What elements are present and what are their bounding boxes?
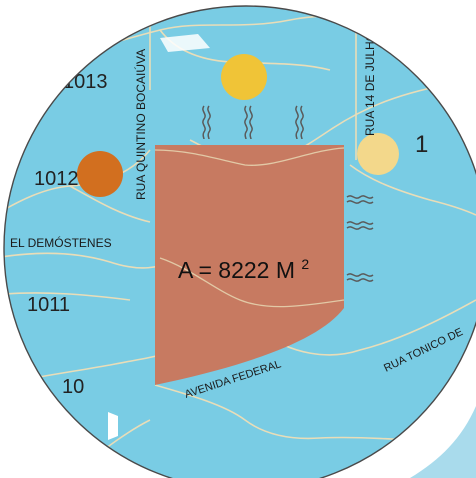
site-marker-number: 1 bbox=[415, 131, 428, 158]
heat-wave-icon bbox=[202, 105, 206, 140]
sun-east-icon bbox=[357, 133, 399, 175]
plot-area-value: A = 8222 M bbox=[178, 257, 295, 283]
heat-wave-icon bbox=[295, 105, 299, 140]
plot-area-label: A = 8222 M 2 bbox=[178, 256, 309, 283]
heat-wave-icon bbox=[207, 105, 211, 140]
parcel-number-1010: 10 bbox=[62, 376, 84, 398]
road-line bbox=[349, 164, 476, 216]
paper-fragment bbox=[160, 34, 210, 52]
wind-wave-icon bbox=[346, 221, 374, 225]
magnifier-lens-border bbox=[3, 5, 476, 478]
wind-wave-icon bbox=[346, 273, 374, 277]
road-line bbox=[4, 292, 131, 301]
parcel-number-1012: 1012 bbox=[34, 168, 79, 190]
wind-wave-icons bbox=[346, 195, 374, 282]
heat-wave-icon bbox=[300, 105, 304, 140]
wind-wave-icon bbox=[346, 226, 374, 230]
road-line bbox=[69, 185, 151, 223]
sun-west-icon bbox=[77, 151, 123, 197]
plot-area-exponent: 2 bbox=[301, 256, 309, 272]
street-label-quintino: RUA QUINTINO BOCAIÚVA bbox=[133, 49, 148, 200]
construction-plot bbox=[155, 145, 344, 385]
sun-high-icon bbox=[221, 54, 267, 100]
wind-wave-icon bbox=[346, 278, 374, 282]
street-label-demostenes: EL DEMÓSTENES bbox=[10, 235, 112, 250]
heat-wave-icons bbox=[202, 105, 304, 140]
heat-wave-icon bbox=[249, 105, 253, 140]
heat-wave-icon bbox=[244, 105, 248, 140]
parcel-number-1011: 1011 bbox=[27, 294, 70, 316]
plot-inner-lines bbox=[154, 147, 345, 308]
magnifier-handle bbox=[410, 406, 476, 478]
wind-wave-icon bbox=[346, 200, 374, 204]
wind-wave-icon bbox=[346, 195, 374, 199]
paper-fragment bbox=[108, 412, 118, 440]
street-label-julho: RUA 14 DE JULHO bbox=[363, 32, 377, 136]
